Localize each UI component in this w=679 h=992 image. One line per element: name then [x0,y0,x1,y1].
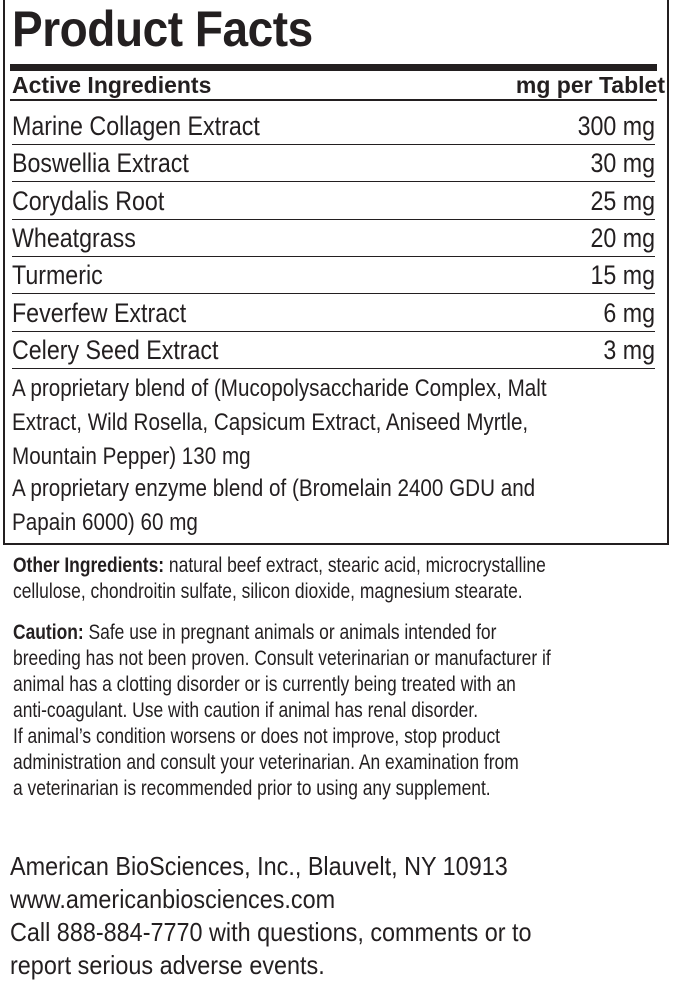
thick-divider [10,64,657,71]
blend-line: Mountain Pepper) 130 mg [12,443,251,470]
other-line: natural beef extract, stearic acid, micr… [164,554,546,577]
header-divider [10,99,657,101]
row-divider [12,293,655,295]
ingredient-row: Feverfew Extract 6 mg [12,295,655,332]
ingredient-name: Feverfew Extract [12,297,187,328]
other-line: cellulose, chondroitin sulfate, silicon … [13,580,523,603]
caution-line: breeding has not been proven. Consult ve… [13,647,551,670]
ingredient-amount: 15 mg [590,260,655,291]
row-divider [12,218,655,220]
ingredient-name: Corydalis Root [12,185,165,216]
caution-line: anti-coagulant. Use with caution if anim… [13,699,479,722]
proprietary-blend: A proprietary blend of (Mucopolysacchari… [12,372,634,474]
row-divider [12,367,655,369]
panel-title: Product Facts [12,1,313,57]
ingredient-amount: 20 mg [590,222,655,253]
row-divider [12,255,655,257]
ingredient-row: Celery Seed Extract 3 mg [12,332,655,369]
header-mg-per-tablet: mg per Tablet [515,72,665,98]
row-divider [12,144,655,145]
ingredient-name: Celery Seed Extract [12,334,219,365]
caution-line: Safe use in pregnant animals or animals … [83,621,497,644]
ingredient-row: Turmeric 15 mg [12,257,655,295]
website-link[interactable]: www.americanbiosciences.com [10,884,336,914]
contact-line: Call 888-884-7770 with questions, commen… [10,917,532,947]
ingredient-row: Marine Collagen Extract 300 mg [12,108,655,145]
contact-line: report serious adverse events. [10,950,325,980]
row-divider [12,181,655,183]
ingredient-amount: 300 mg [577,111,655,141]
caution-line: animal has a clotting disorder or is cur… [13,673,516,696]
ingredient-amount: 30 mg [590,148,655,179]
company-address: American BioSciences, Inc., Blauvelt, NY… [10,851,508,881]
other-ingredients: Other Ingredients: natural beef extract,… [13,553,655,605]
caution-label: Caution: [13,621,84,644]
ingredient-name: Turmeric [12,260,103,291]
enzyme-blend: A proprietary enzyme blend of (Bromelain… [12,472,620,540]
header-active-ingredients: Active Ingredients [12,72,212,98]
footer: American BioSciences, Inc., Blauvelt, NY… [10,850,590,982]
caution-line: administration and consult your veterina… [13,751,519,774]
ingredient-amount: 6 mg [603,297,655,328]
ingredient-row: Wheatgrass 20 mg [12,220,655,257]
product-facts-panel [3,0,669,545]
blend-line: A proprietary enzyme blend of (Bromelain… [12,475,536,502]
blend-line: A proprietary blend of (Mucopolysacchari… [12,375,547,402]
ingredient-row: Corydalis Root 25 mg [12,183,655,220]
ingredient-name: Boswellia Extract [12,148,189,179]
table-header: Active Ingredients mg per Tablet [12,71,665,99]
blend-line: Papain 6000) 60 mg [12,509,198,536]
caution-line: a veterinarian is recommended prior to u… [13,777,491,800]
caution-line: If animal’s condition worsens or does no… [13,725,501,748]
ingredient-name: Marine Collagen Extract [12,111,260,141]
other-ingredients-label: Other Ingredients: [13,554,165,577]
caution: Caution: Safe use in pregnant animals or… [13,620,661,802]
ingredient-amount: 3 mg [603,334,655,365]
blend-line: Extract, Wild Rosella, Capsicum Extract,… [12,409,529,436]
row-divider [12,330,655,332]
ingredient-row: Boswellia Extract 30 mg [12,145,655,183]
ingredient-amount: 25 mg [590,185,655,216]
ingredient-name: Wheatgrass [12,222,136,253]
